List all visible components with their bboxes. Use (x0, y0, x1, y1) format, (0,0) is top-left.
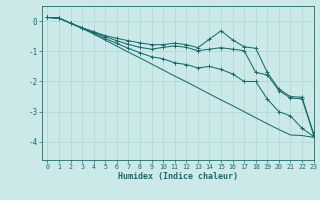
X-axis label: Humidex (Indice chaleur): Humidex (Indice chaleur) (118, 172, 237, 181)
